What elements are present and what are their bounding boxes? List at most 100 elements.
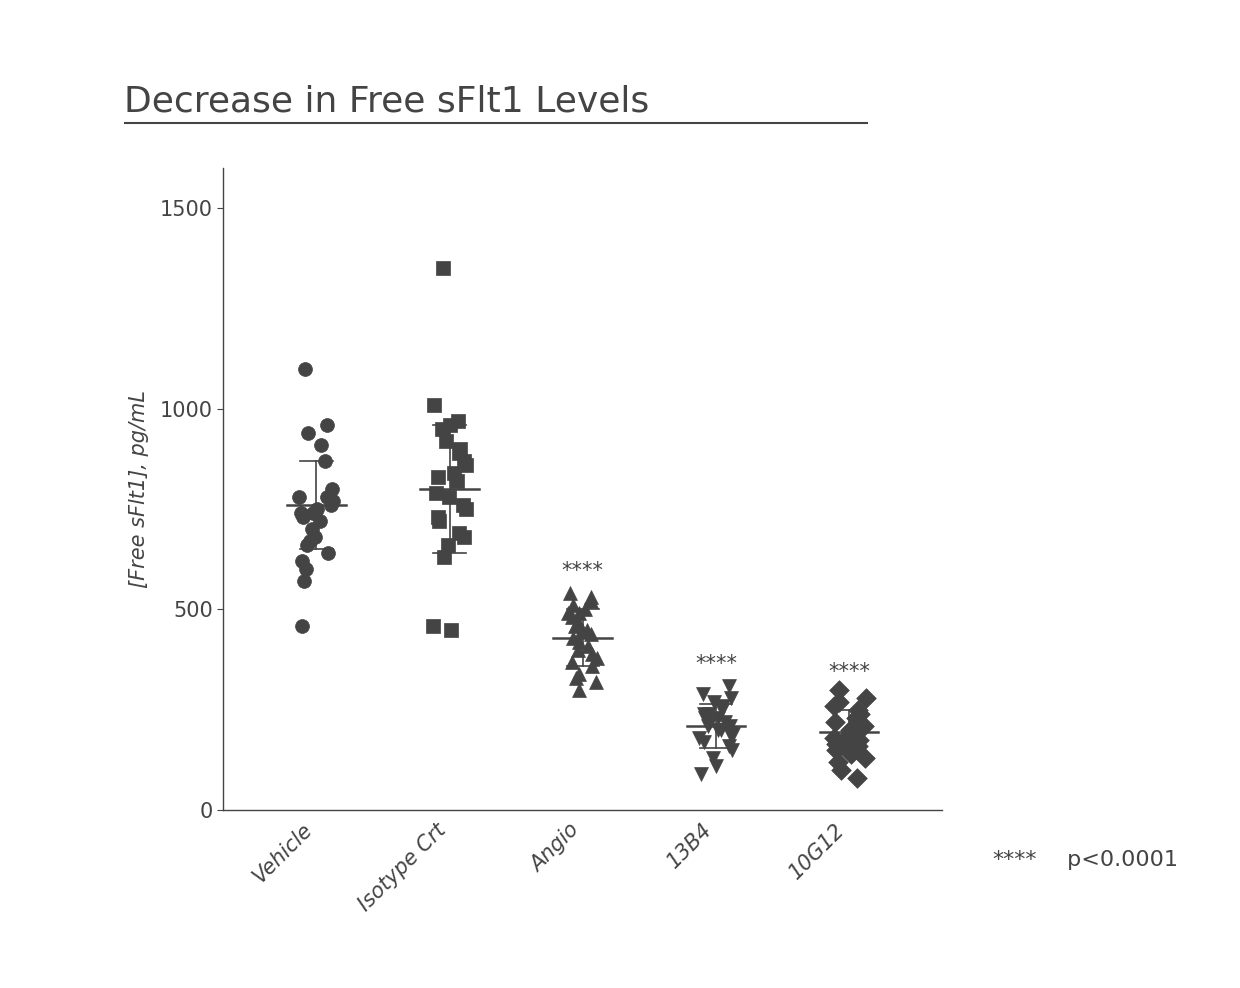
Point bbox=[580, 625, 600, 641]
Point bbox=[456, 501, 476, 517]
Point bbox=[723, 726, 743, 742]
Point bbox=[441, 621, 461, 637]
Point bbox=[563, 598, 583, 614]
Point bbox=[428, 469, 448, 485]
Point bbox=[563, 654, 583, 670]
Point bbox=[841, 722, 861, 738]
Point bbox=[698, 718, 718, 734]
Point bbox=[453, 497, 472, 513]
Point bbox=[699, 705, 719, 721]
Point bbox=[438, 537, 458, 553]
Point bbox=[558, 606, 578, 621]
Point bbox=[317, 489, 337, 505]
Point bbox=[433, 421, 453, 437]
Point bbox=[723, 742, 743, 758]
Point bbox=[704, 694, 724, 709]
Point bbox=[694, 705, 714, 721]
Point bbox=[572, 621, 591, 637]
Point bbox=[847, 771, 867, 786]
Point bbox=[580, 594, 600, 610]
Point bbox=[722, 690, 742, 705]
Point bbox=[450, 441, 470, 456]
Point bbox=[577, 621, 596, 637]
Point bbox=[854, 718, 874, 734]
Point bbox=[713, 698, 733, 713]
Point bbox=[848, 738, 868, 754]
Point bbox=[565, 618, 585, 633]
Point bbox=[568, 642, 588, 658]
Point bbox=[856, 750, 875, 766]
Point bbox=[454, 530, 474, 545]
Point bbox=[703, 750, 723, 766]
Point bbox=[300, 534, 320, 549]
Point bbox=[324, 493, 343, 509]
Point bbox=[830, 694, 849, 709]
Point bbox=[848, 701, 868, 717]
Point bbox=[425, 485, 445, 501]
Point bbox=[560, 586, 580, 602]
Point bbox=[713, 701, 733, 717]
Point bbox=[842, 726, 862, 742]
Point bbox=[582, 590, 601, 606]
Point bbox=[830, 682, 849, 698]
Point bbox=[832, 734, 852, 750]
Point bbox=[844, 718, 864, 734]
Point bbox=[424, 397, 444, 413]
Point bbox=[291, 553, 311, 569]
Point bbox=[563, 610, 583, 625]
Point bbox=[569, 682, 589, 698]
Point bbox=[315, 453, 335, 469]
Point bbox=[569, 666, 589, 682]
Point bbox=[720, 726, 740, 742]
Point bbox=[298, 425, 317, 441]
Point bbox=[846, 722, 866, 738]
Point bbox=[293, 509, 312, 525]
Point bbox=[569, 606, 589, 621]
Point bbox=[826, 742, 846, 758]
Point bbox=[575, 602, 595, 618]
Point bbox=[706, 758, 725, 774]
Text: p<0.0001: p<0.0001 bbox=[1060, 850, 1178, 869]
Point bbox=[429, 514, 449, 530]
Point bbox=[305, 530, 325, 545]
Point bbox=[454, 453, 474, 469]
Point bbox=[319, 545, 339, 561]
Point bbox=[444, 465, 464, 481]
Point bbox=[440, 417, 460, 433]
Point bbox=[449, 526, 469, 541]
Point bbox=[294, 573, 314, 589]
Point bbox=[568, 614, 588, 629]
Point bbox=[694, 734, 714, 750]
Point bbox=[719, 738, 739, 754]
Point bbox=[439, 489, 459, 505]
Point bbox=[289, 489, 309, 505]
Point bbox=[291, 505, 311, 521]
Point bbox=[449, 445, 469, 460]
Point bbox=[849, 732, 869, 748]
Point bbox=[846, 710, 866, 726]
Point bbox=[295, 361, 315, 376]
Point bbox=[298, 537, 317, 553]
Point bbox=[423, 618, 443, 633]
Point bbox=[843, 740, 863, 756]
Point bbox=[565, 670, 585, 686]
Point bbox=[701, 714, 720, 730]
Point bbox=[831, 762, 851, 778]
Point bbox=[321, 497, 341, 513]
Point bbox=[825, 714, 844, 730]
Point bbox=[428, 509, 448, 525]
Point bbox=[322, 481, 342, 497]
Point bbox=[296, 561, 316, 577]
Point bbox=[436, 433, 456, 449]
Point bbox=[455, 457, 475, 473]
Point bbox=[582, 658, 601, 674]
Point bbox=[434, 549, 454, 565]
Point bbox=[569, 633, 589, 649]
Point bbox=[563, 629, 583, 645]
Point bbox=[693, 686, 713, 701]
Point bbox=[856, 690, 875, 705]
Point bbox=[825, 730, 844, 746]
Point bbox=[841, 746, 861, 762]
Point bbox=[691, 766, 711, 782]
Point bbox=[849, 705, 869, 721]
